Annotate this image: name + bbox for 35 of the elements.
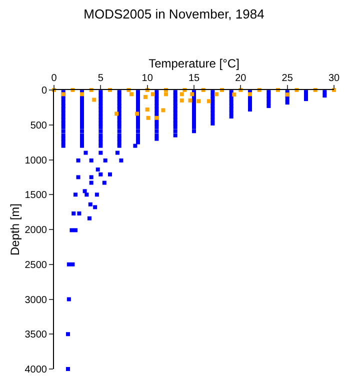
point — [214, 92, 218, 96]
point — [146, 116, 150, 120]
y-tick-label: 4000 — [24, 364, 48, 376]
point — [232, 92, 236, 97]
point — [161, 108, 166, 112]
point — [143, 94, 148, 99]
y-tick-label: 1500 — [24, 190, 48, 202]
point — [206, 99, 211, 104]
point — [145, 108, 150, 112]
x-tick-label: 15 — [188, 73, 200, 84]
chart-title: MODS2005 in November, 1984 — [84, 6, 264, 22]
x-axis-title: Temperature [°C] — [148, 56, 240, 70]
x-tick-label: 25 — [282, 73, 294, 84]
point — [180, 98, 184, 102]
point — [114, 112, 119, 116]
y-tick-label: 2500 — [24, 260, 48, 271]
point — [129, 92, 134, 96]
y-tick-label: 3000 — [24, 294, 48, 306]
point — [196, 99, 201, 104]
x-tick-label: 30 — [328, 73, 340, 84]
y-tick-label: 1000 — [24, 155, 48, 166]
point — [92, 98, 96, 102]
x-tick-label: 10 — [142, 73, 154, 84]
y-tick-label: 0 — [41, 86, 48, 96]
point — [150, 92, 155, 96]
x-tick-label: 5 — [98, 73, 104, 84]
x-tick-label: 0 — [51, 73, 58, 84]
point — [180, 92, 184, 96]
x-tick-label: 20 — [235, 73, 247, 84]
point — [188, 98, 192, 102]
y-axis-title: Depth [m] — [8, 203, 22, 256]
y-tick-label: 2000 — [24, 225, 48, 236]
y-tick-label: 3500 — [24, 330, 48, 341]
point — [164, 92, 168, 96]
y-tick-label: 500 — [30, 120, 48, 132]
